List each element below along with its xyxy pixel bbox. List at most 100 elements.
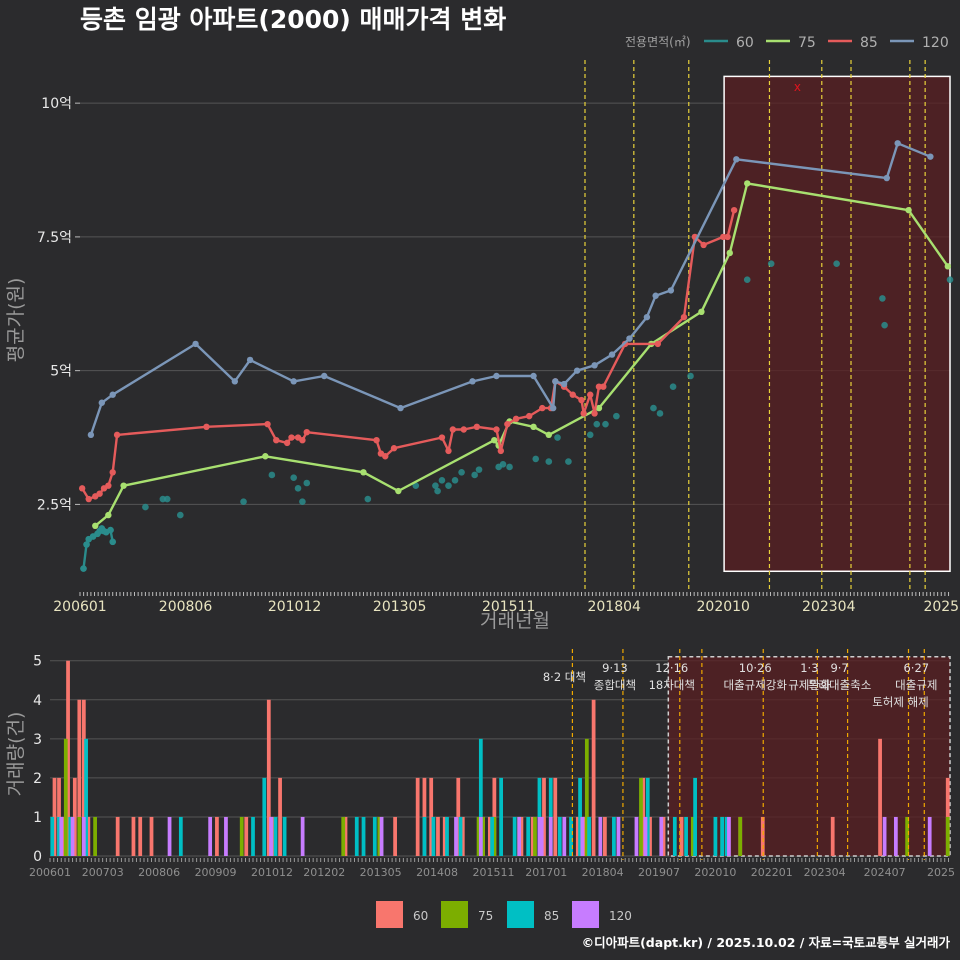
volume-bar-85 <box>537 777 542 856</box>
series-point-120 <box>733 156 740 163</box>
bottom-legend-label-85: 85 <box>544 909 559 923</box>
volume-bar-85 <box>273 816 278 856</box>
series-point-120 <box>927 153 934 160</box>
volume-bar-60 <box>278 777 282 856</box>
series-point-85 <box>105 482 112 489</box>
volume-bar-85 <box>526 816 531 856</box>
series-point-75 <box>595 404 603 412</box>
volume-bar-120 <box>59 816 64 856</box>
volume-bar-60 <box>131 816 136 856</box>
series-point-85 <box>283 439 291 447</box>
series-point-120 <box>192 340 199 348</box>
scatter-point-60 <box>177 511 184 519</box>
volume-bar-120 <box>893 816 898 856</box>
price-y-tick-label: 2.5억 <box>37 497 72 513</box>
bottom-legend-label-120: 120 <box>609 909 632 923</box>
bottom-legend-swatch-75 <box>441 901 468 928</box>
volume-bar-60 <box>603 816 607 856</box>
series-point-85 <box>580 410 587 417</box>
volume-bar-60 <box>492 777 497 856</box>
volume-x-tick-label: 202201 <box>751 866 793 879</box>
volume-bar-85 <box>693 777 697 856</box>
volume-bar-60 <box>415 777 420 856</box>
price-outlier-marker: x <box>794 80 801 94</box>
volume-bar-60 <box>429 777 434 856</box>
legend-label-120: 120 <box>922 35 949 51</box>
volume-x-tick-label: 201012 <box>251 866 293 879</box>
volume-bar-60 <box>460 816 465 856</box>
volume-bar-60 <box>641 777 646 856</box>
scatter-point-60 <box>364 495 372 503</box>
volume-bar-60 <box>591 699 596 856</box>
volume-bar-85 <box>684 816 688 856</box>
series-point-85 <box>299 437 306 444</box>
legend-label-60: 60 <box>736 35 754 51</box>
volume-bar-120 <box>478 816 483 856</box>
series-point-85 <box>78 485 86 492</box>
series-point-120 <box>573 367 581 374</box>
scatter-point-60 <box>303 479 311 487</box>
volume-x-tick-label: 200703 <box>82 866 124 879</box>
series-point-120 <box>231 378 239 385</box>
series-point-75 <box>545 431 552 439</box>
series-line-75 <box>94 182 949 527</box>
volume-x-tick-label: 201202 <box>303 866 345 879</box>
volume-bar-60 <box>487 816 492 856</box>
volume-chart-panel: 0 1 2 3 4 5 8·2 대책 9·13 종합대책 12·16 18차대책 10·26 대출규제강… <box>29 649 955 879</box>
price-x-tick-label: 2025 <box>923 599 959 615</box>
policy-annotation: 8·2 대책 <box>543 670 586 684</box>
volume-x-tick-label: 201511 <box>472 866 514 879</box>
series-point-85 <box>600 383 607 390</box>
price-y-tick-label: 10억 <box>41 96 72 112</box>
scatter-point-60 <box>294 485 302 492</box>
volume-bar-60 <box>244 816 249 856</box>
bottom-legend-swatch-85 <box>507 901 534 928</box>
series-point-75 <box>744 180 751 187</box>
volume-bar-75 <box>377 816 382 856</box>
volume-bar-75 <box>77 816 82 856</box>
volume-bar-120 <box>70 816 75 856</box>
scatter-point-60 <box>743 276 751 284</box>
volume-bar-75 <box>476 816 481 856</box>
volume-bar-60 <box>530 816 535 856</box>
volume-bar-85 <box>431 816 436 856</box>
scatter-point-60 <box>240 498 247 506</box>
volume-bar-75 <box>239 816 244 856</box>
volume-bar-85 <box>569 816 573 856</box>
policy-annotation: 10·26 <box>739 661 772 675</box>
volume-bar-85 <box>84 738 88 856</box>
volume-bar-60 <box>115 816 120 856</box>
series-point-120 <box>552 378 559 385</box>
series-point-120 <box>626 335 633 342</box>
volume-bar-120 <box>598 816 603 856</box>
volume-bar-75 <box>63 738 68 856</box>
series-point-85 <box>680 313 688 321</box>
chart-title: 등촌 임광 아파트(2000) 매매가격 변화 <box>80 5 506 34</box>
volume-bar-85 <box>458 816 463 856</box>
volume-x-tick-label: 2025 <box>927 866 955 879</box>
volume-bar-60 <box>661 816 666 856</box>
series-point-75 <box>491 437 498 444</box>
volume-bar-85 <box>372 816 377 856</box>
volume-bar-120 <box>562 816 567 856</box>
volume-bar-60 <box>519 816 524 856</box>
volume-bar-120 <box>539 816 544 856</box>
series-point-85 <box>273 437 280 444</box>
scatter-point-60 <box>475 466 483 473</box>
volume-bar-60 <box>149 816 154 856</box>
price-x-tick-label: 201012 <box>268 599 321 615</box>
series-point-120 <box>98 399 106 406</box>
volume-bar-60 <box>760 816 765 856</box>
volume-bar-120 <box>643 816 648 856</box>
series-point-85 <box>730 206 738 214</box>
volume-x-tick-label: 202407 <box>864 866 906 879</box>
series-point-120 <box>560 380 568 388</box>
volume-y-axis-title: 거래량(건) <box>5 712 27 797</box>
volume-bar-120 <box>379 816 384 856</box>
volume-bar-60 <box>945 777 950 856</box>
series-point-75 <box>120 482 127 489</box>
volume-bar-60 <box>61 816 66 856</box>
footer-credit: ©디아파트(dapt.kr) / 2025.10.02 / 자료=국토교통부 실… <box>582 935 951 950</box>
series-point-75 <box>530 423 537 431</box>
volume-bar-120 <box>81 816 86 856</box>
